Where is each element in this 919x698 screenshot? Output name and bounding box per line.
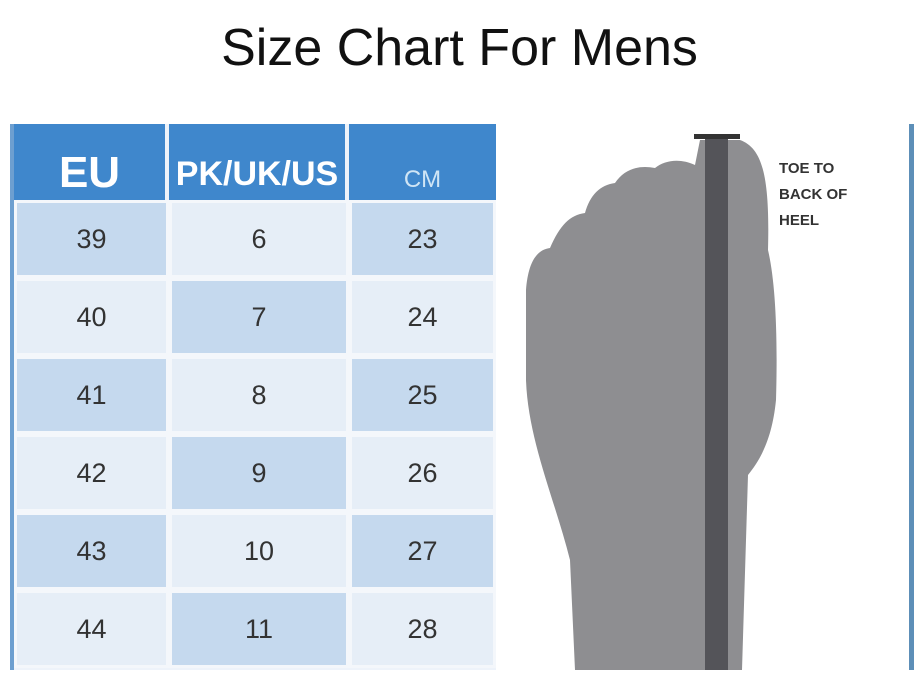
measure-label: TOE TO BACK OF HEEL	[779, 156, 847, 234]
table-cell: 23	[349, 200, 496, 278]
foot-icon	[526, 134, 777, 670]
header-cm: CM	[349, 124, 496, 200]
table-cell: 6	[169, 200, 349, 278]
table-cell: 24	[349, 278, 496, 356]
table-cell: 27	[349, 512, 496, 590]
table-cell: 8	[169, 356, 349, 434]
table-cell: 26	[349, 434, 496, 512]
table-cell: 40	[14, 278, 169, 356]
foot-diagram: TOE TO BACK OF HEEL	[500, 124, 919, 670]
page-title: Size Chart For Mens	[221, 19, 698, 77]
label-line: BACK OF	[779, 186, 848, 203]
table-cell: 9	[169, 434, 349, 512]
header-pk-uk-us: PK/UK/US	[169, 124, 345, 200]
table-cell: 43	[14, 512, 169, 590]
table-cell: 11	[169, 590, 349, 668]
table-cell: 39	[14, 200, 169, 278]
table-cell: 10	[169, 512, 349, 590]
table-cell: 42	[14, 434, 169, 512]
label-line: TOE TO	[779, 160, 835, 177]
panel-border	[909, 124, 914, 670]
table-cell: 7	[169, 278, 349, 356]
label-line: HEEL	[779, 212, 820, 229]
table-cell: 25	[349, 356, 496, 434]
ruler-cap	[694, 134, 740, 139]
size-table: EU PK/UK/US CM 39 6 23 40 7 24 41 8 25 42 9 26 43 10 2…	[10, 124, 496, 670]
ruler-bar	[705, 138, 728, 670]
header-eu: EU	[14, 124, 165, 200]
table-cell: 41	[14, 356, 169, 434]
table-cell: 28	[349, 590, 496, 668]
table-cell: 44	[14, 590, 169, 668]
